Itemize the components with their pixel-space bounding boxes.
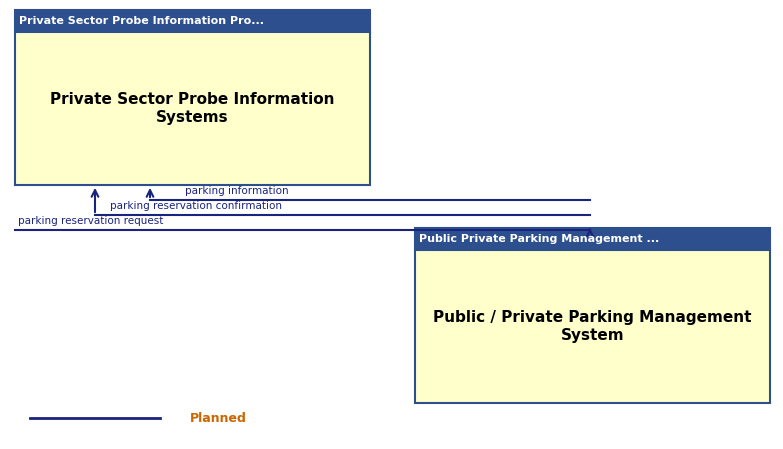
Text: parking information: parking information xyxy=(185,186,289,196)
Bar xyxy=(415,228,770,250)
Text: Planned: Planned xyxy=(190,411,247,424)
Text: Private Sector Probe Information
Systems: Private Sector Probe Information Systems xyxy=(50,92,335,125)
Text: parking reservation confirmation: parking reservation confirmation xyxy=(110,201,282,211)
Bar xyxy=(415,228,770,403)
Text: Private Sector Probe Information Pro...: Private Sector Probe Information Pro... xyxy=(19,16,264,26)
Text: Public Private Parking Management ...: Public Private Parking Management ... xyxy=(419,234,659,244)
Bar xyxy=(15,10,370,32)
Bar xyxy=(15,10,370,185)
Text: Public / Private Parking Management
System: Public / Private Parking Management Syst… xyxy=(433,310,752,343)
Text: parking reservation request: parking reservation request xyxy=(18,216,164,226)
